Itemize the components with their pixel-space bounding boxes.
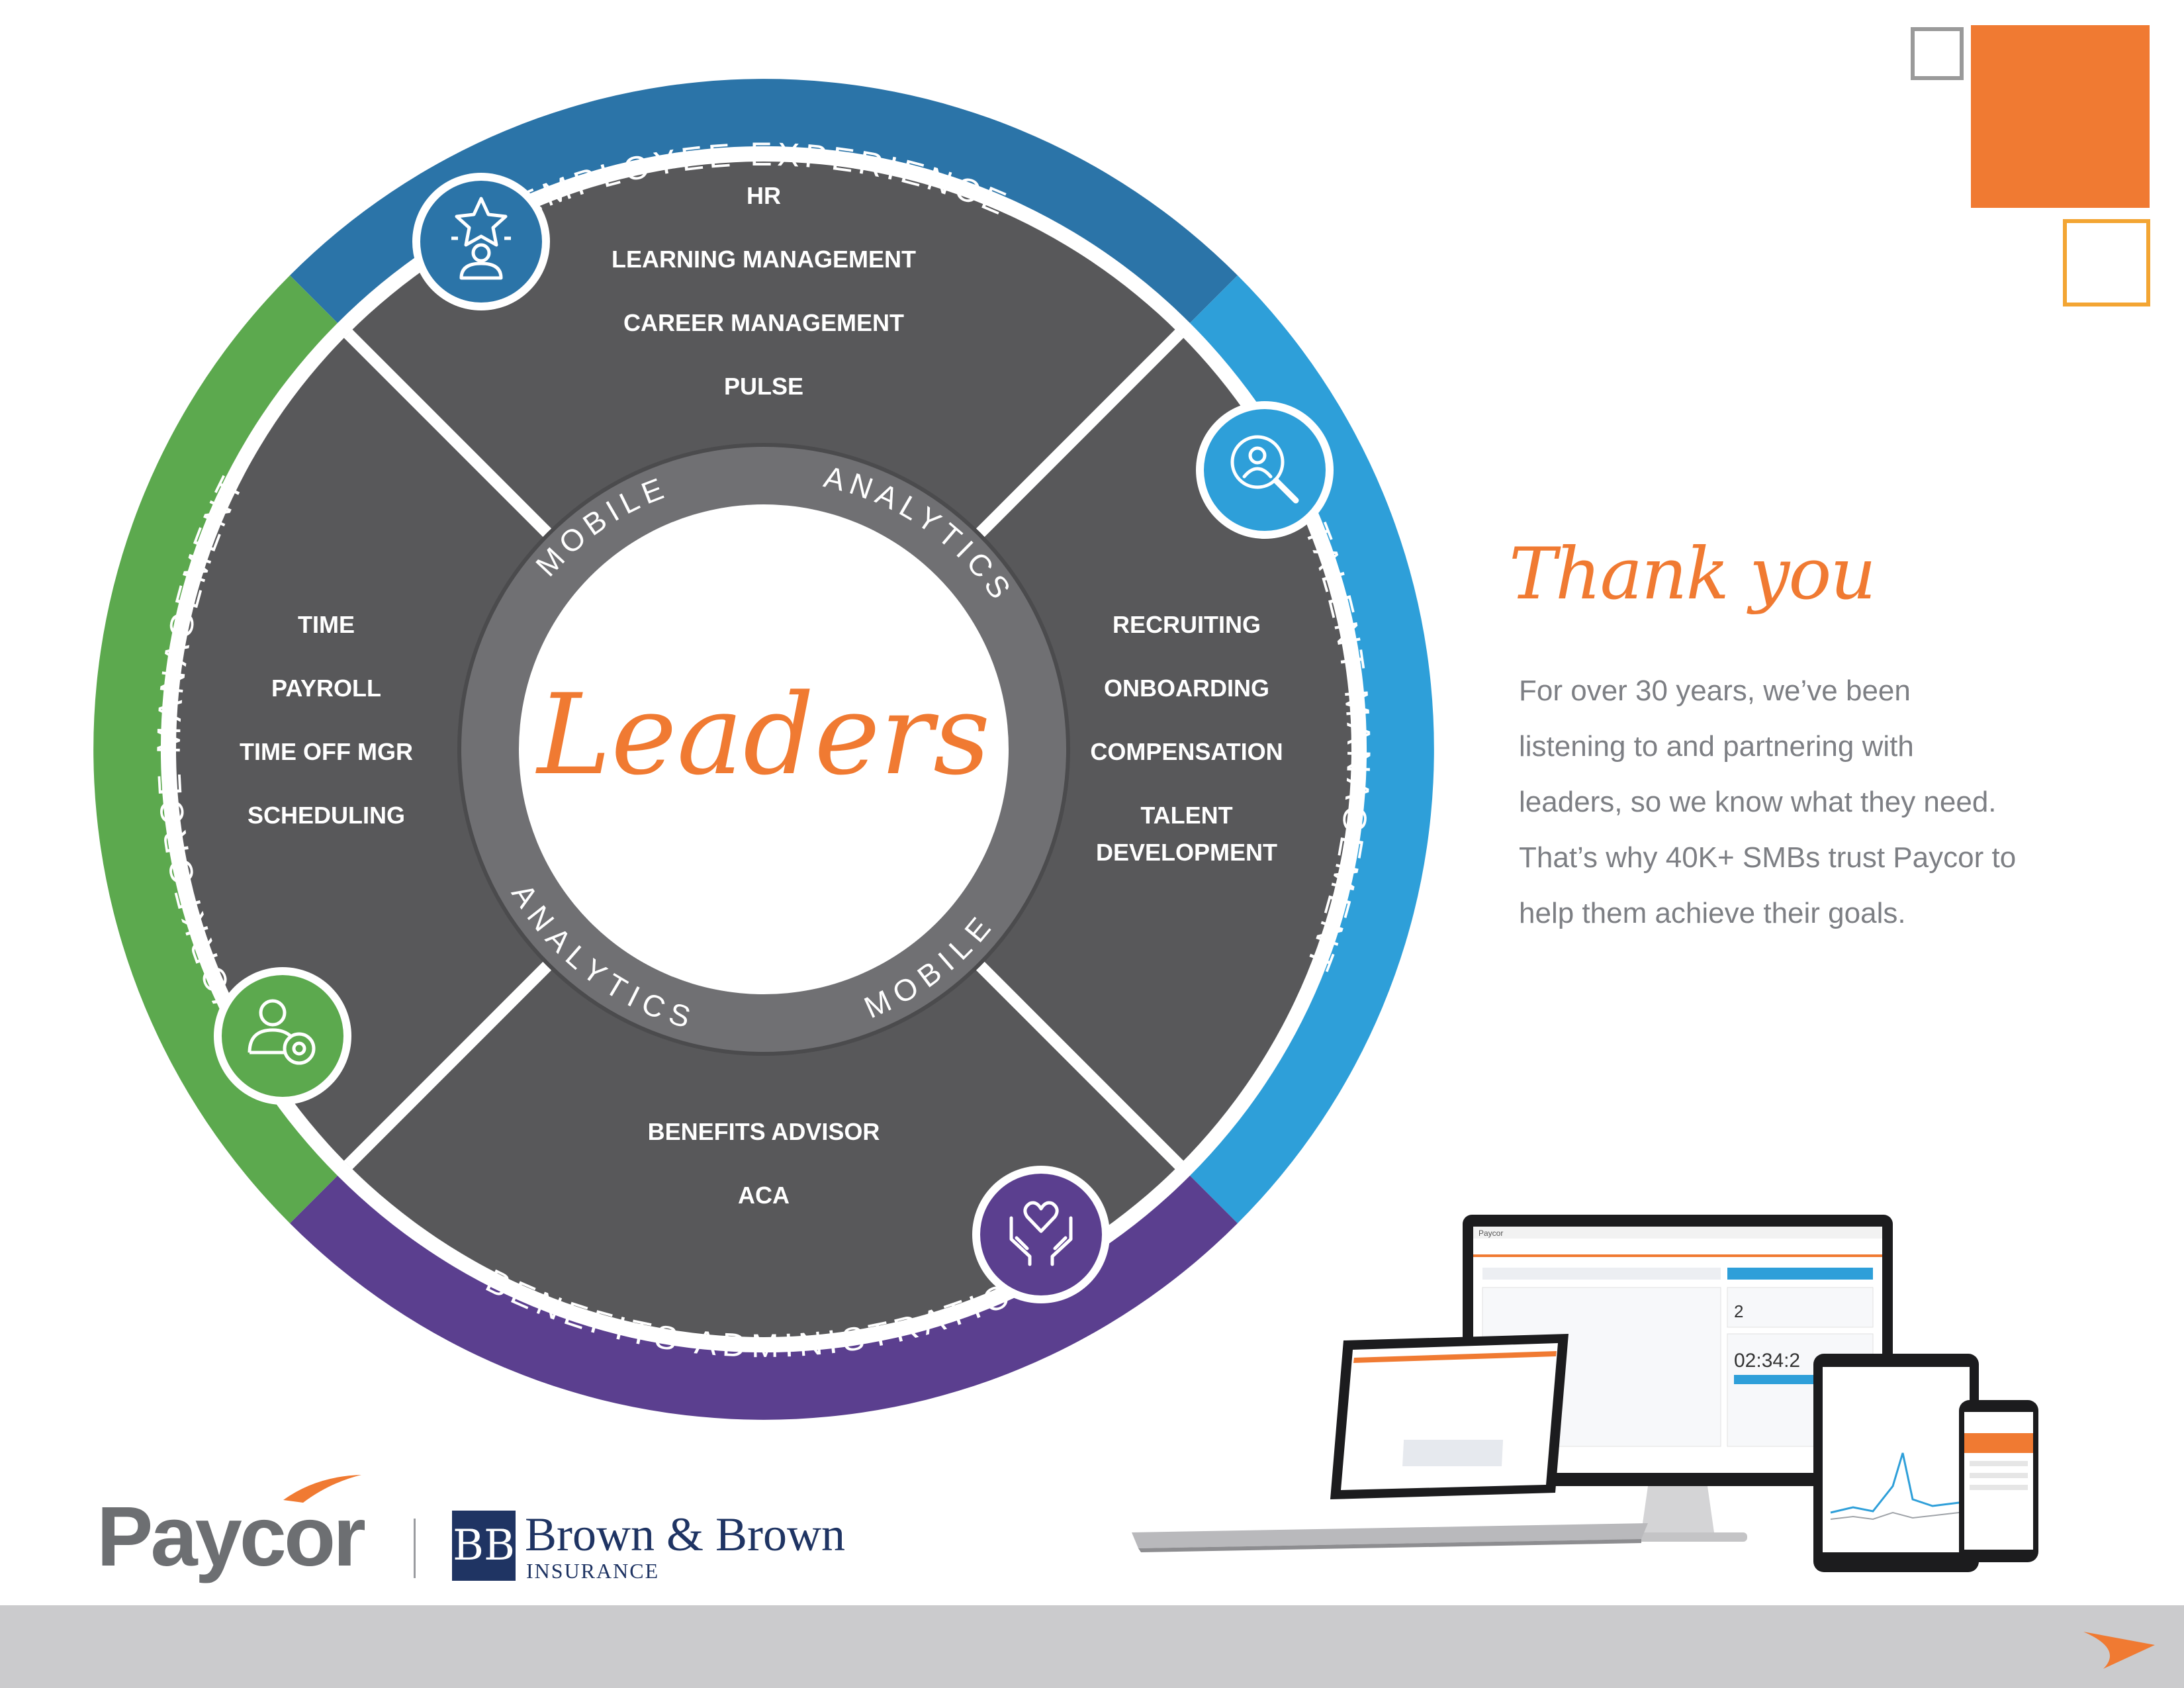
employee-star-icon [412, 173, 550, 310]
quadrant-item: ONBOARDING [1104, 675, 1269, 702]
devices-mockup: Paycor 2 02:34:2 [1132, 1215, 2038, 1572]
logo-divider [414, 1519, 416, 1578]
ring-workforce-management [93, 275, 338, 1223]
quadrant-item: DEVELOPMENT [1096, 839, 1277, 866]
phone [1959, 1400, 2038, 1562]
bb-sub: INSURANCE [526, 1559, 660, 1583]
center-circle [519, 504, 1009, 994]
quadrant-item: RECRUITING [1113, 611, 1261, 638]
center-word: Leaders [535, 670, 991, 800]
decorative-squares [1911, 25, 2150, 306]
body-line: leaders, so we know what they need. [1519, 786, 1997, 818]
bb-monogram: BB [452, 1511, 516, 1581]
footer-bar [0, 1605, 2184, 1688]
quadrant-item: TALENT [1140, 802, 1232, 829]
person-gear-icon [214, 967, 351, 1105]
body-line: For over 30 years, we’ve been [1519, 675, 1911, 707]
thank-you-body: For over 30 years, we’ve been listening … [1519, 663, 2022, 941]
quadrant-item: LEARNING MANAGEMENT [612, 246, 916, 273]
hands-heart-icon [972, 1166, 1110, 1303]
quadrant-item: COMPENSATION [1090, 738, 1283, 765]
quadrant-item: TIME OFF MGR [240, 738, 413, 765]
devices-clock: 02:34:2 [1734, 1350, 1800, 1372]
ring-employee-experience [290, 79, 1238, 323]
quadrant-item: PULSE [724, 373, 803, 400]
body-line: listening to and partnering with [1519, 730, 1914, 763]
ring-talent-management [1190, 275, 1434, 1223]
paycor-arrow-icon [2083, 1632, 2155, 1669]
quadrant-item: PAYROLL [271, 675, 381, 702]
body-line: That’s why 40K+ SMBs trust Paycor to [1519, 841, 2017, 874]
laptop [1132, 1334, 1648, 1552]
quadrant-item: ACA [738, 1182, 790, 1209]
person-search-icon [1196, 401, 1334, 539]
ring-benefits-administration [290, 1176, 1238, 1420]
quadrant-item: SCHEDULING [248, 802, 405, 829]
brown-brown-logo: BB Brown & Brown INSURANCE [452, 1509, 845, 1589]
tablet [1813, 1354, 1979, 1572]
devices-brand: Paycor [1479, 1229, 1503, 1238]
solutions-wheel: EMPLOYEE EXPERIENCE TALENT MANAGEMENT BE… [93, 79, 1434, 1420]
quadrant-item: BENEFITS ADVISOR [648, 1118, 880, 1145]
quadrant-item: HR [747, 182, 781, 209]
quadrant-item: CAREER MANAGEMENT [623, 309, 904, 336]
paycor-wordmark: Paycor [97, 1489, 366, 1584]
bb-name: Brown & Brown [525, 1508, 845, 1561]
quadrant-item: TIME [298, 611, 355, 638]
body-line: help them achieve their goals. [1519, 897, 1906, 929]
outer-ring [93, 79, 1434, 1420]
devices-missing-count: 2 [1734, 1301, 1743, 1321]
paycor-swoosh-icon [283, 1475, 361, 1503]
thank-you-title: Thank you [1509, 533, 1876, 616]
